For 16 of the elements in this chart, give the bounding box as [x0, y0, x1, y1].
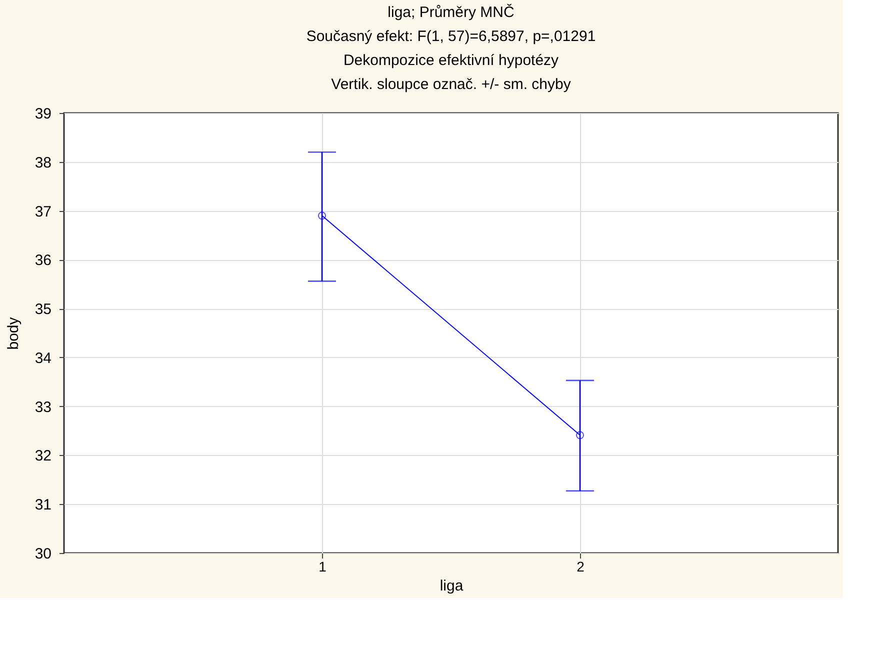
- y-axis-title: body: [4, 316, 22, 350]
- y-tick-label: 39: [34, 106, 52, 122]
- x-tick-label: 2: [576, 558, 585, 574]
- y-tick-label: 38: [34, 154, 52, 172]
- y-tick-label: 36: [34, 252, 52, 270]
- y-tick-label: 30: [34, 546, 52, 562]
- y-tick-label: 34: [34, 350, 52, 367]
- y-tick-label: 37: [34, 203, 52, 220]
- chart-title: liga; Průměry MNČ: [388, 3, 515, 21]
- chart-subtitle: Současný efekt: F(1, 57)=6,5897, p=,01291 Dekompozice efektivní hypotézy Vertik. sloupce označ. +/- sm. chyby: [306, 28, 596, 93]
- y-tick-label: 32: [34, 448, 52, 465]
- y-tick-label: 35: [34, 301, 52, 318]
- y-tick-label: 31: [34, 496, 52, 514]
- x-tick-label: 1: [318, 558, 327, 574]
- y-tick-label: 33: [34, 398, 52, 416]
- x-axis-title: liga: [440, 578, 464, 594]
